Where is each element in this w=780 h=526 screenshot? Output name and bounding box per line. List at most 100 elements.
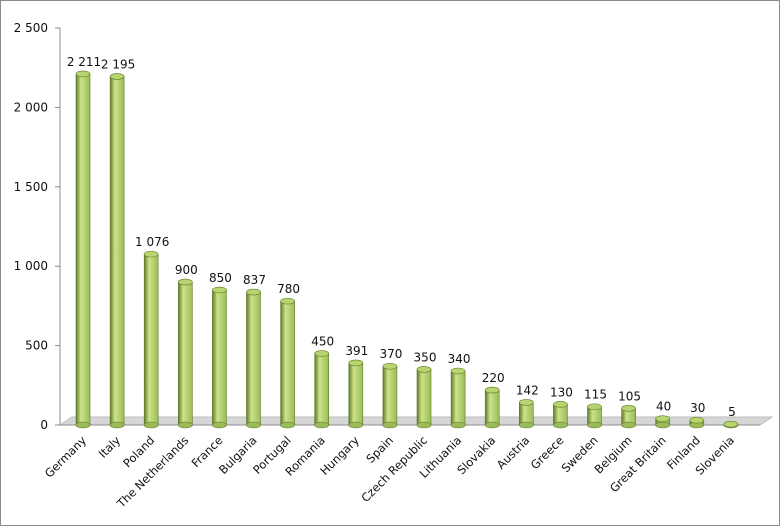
bar: [348, 359, 364, 429]
bar-top: [143, 250, 159, 258]
data-label: 115: [584, 388, 607, 402]
bar-body: [382, 365, 398, 426]
bar-base: [553, 421, 568, 429]
data-label: 391: [345, 344, 368, 358]
bar-top: [689, 416, 705, 424]
bar: [689, 416, 705, 429]
data-label: 837: [243, 273, 266, 287]
data-label: 40: [656, 400, 671, 414]
bar-body: [450, 370, 466, 426]
data-label: 5: [728, 405, 736, 419]
bar-base: [109, 421, 125, 429]
bar-body: [212, 289, 227, 426]
bar-body: [484, 389, 500, 426]
bar-body: [280, 300, 295, 426]
bar-top: [416, 366, 432, 373]
bar: [621, 405, 636, 429]
bar-body: [75, 73, 91, 426]
y-tick-label: 2 500: [14, 21, 48, 35]
bar-top: [621, 405, 636, 412]
bar-base: [587, 421, 602, 429]
bar: [212, 286, 227, 429]
bar-base: [382, 421, 398, 429]
bar: [587, 403, 602, 429]
bar-body: [246, 291, 261, 426]
data-label: 900: [175, 263, 198, 277]
bar: [109, 73, 125, 429]
y-tick-label: 2 000: [14, 100, 48, 114]
bar-body: [314, 353, 330, 426]
bar-base: [212, 421, 227, 429]
data-label: 2 211: [67, 55, 101, 69]
bar-top: [518, 399, 534, 406]
bar-base: [655, 421, 671, 429]
data-label: 340: [448, 352, 471, 366]
bar-top: [587, 403, 602, 411]
data-label: 130: [550, 385, 573, 399]
y-tick-label: 0: [40, 418, 48, 432]
y-tick-label: 500: [25, 339, 48, 353]
bar-body: [178, 281, 193, 426]
bar: [382, 362, 398, 429]
bar-top: [75, 70, 91, 78]
bar-body: [109, 76, 125, 426]
bar-body: [143, 253, 159, 426]
bar-top: [280, 297, 295, 305]
bar-top: [246, 288, 261, 296]
bar: [484, 386, 500, 429]
bar-top: [212, 286, 227, 294]
bar-top: [348, 359, 364, 367]
category-label: Austria: [494, 433, 533, 472]
bar-base: [75, 421, 91, 429]
data-label: 850: [209, 271, 232, 285]
bar: [518, 399, 534, 429]
data-label: 350: [414, 350, 437, 364]
bar: [280, 297, 295, 429]
bar-base: [280, 421, 295, 429]
category-label: Italy: [96, 433, 124, 461]
bar-top: [178, 278, 193, 286]
data-label: 30: [690, 401, 705, 415]
y-tick-label: 1 500: [14, 180, 48, 194]
bar: [553, 401, 568, 429]
bar-base: [416, 421, 432, 429]
bar-top: [450, 367, 466, 375]
bar-body: [348, 362, 364, 426]
data-label: 370: [379, 347, 402, 361]
bar-base: [246, 421, 261, 429]
bar-base: [348, 421, 364, 429]
bar: [178, 278, 193, 429]
bar-top: [655, 415, 671, 422]
y-tick-label: 1 000: [14, 259, 48, 273]
bar-base: [484, 421, 500, 429]
bar: [655, 415, 671, 429]
bar-base: [143, 421, 159, 429]
bar-top: [553, 401, 568, 408]
bar: [723, 420, 739, 429]
bar-base: [178, 421, 193, 429]
bar: [246, 288, 261, 429]
bar-base: [621, 421, 636, 429]
bar: [143, 250, 159, 429]
data-label: 1 076: [135, 235, 169, 249]
bar-top: [314, 350, 330, 357]
bar: [314, 350, 330, 429]
bar-body: [416, 369, 432, 426]
category-label: Germany: [42, 433, 89, 480]
bar: [450, 367, 466, 429]
bar-top: [723, 420, 739, 428]
bar-body: [518, 402, 534, 426]
bar-top: [109, 73, 125, 80]
data-label: 450: [311, 335, 334, 349]
data-label: 220: [482, 371, 505, 385]
data-label: 2 195: [101, 57, 135, 71]
bar-top: [382, 362, 398, 370]
bar-base: [518, 421, 534, 429]
bar: [416, 366, 432, 429]
bar-base: [450, 421, 466, 429]
data-label: 105: [618, 389, 641, 403]
bar: [75, 70, 91, 429]
bar-base: [314, 421, 330, 429]
